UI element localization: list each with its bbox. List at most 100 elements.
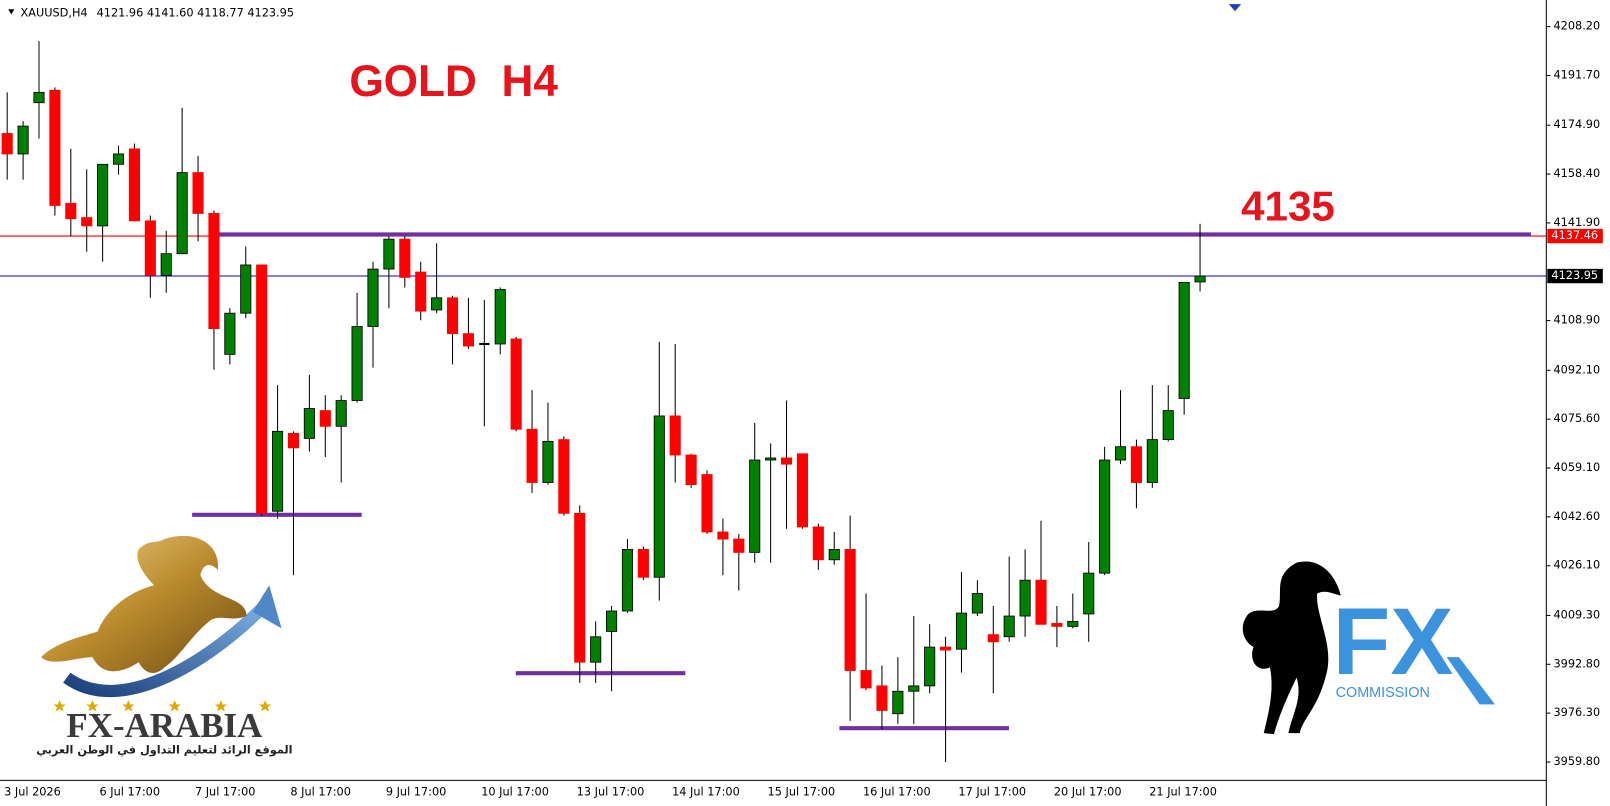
candle-body	[1019, 579, 1031, 617]
candle-body	[637, 549, 649, 578]
candle-body	[335, 400, 347, 427]
y-tick-label: 4075.60	[1553, 412, 1600, 425]
y-tick-label: 4191.70	[1553, 68, 1600, 81]
price-label-box	[1547, 268, 1603, 284]
x-tick-label: 20 Jul 17:00	[1054, 786, 1122, 799]
candle-body	[240, 264, 252, 314]
candle-body	[1146, 439, 1158, 483]
y-tick-label: 4042.60	[1553, 510, 1600, 523]
fx-commission-logo: FX COMMISSION	[1242, 561, 1495, 735]
logo-word: COMMISSION	[1336, 685, 1430, 701]
candle-body	[606, 610, 618, 632]
candle-body	[112, 153, 125, 165]
candle-body	[208, 213, 220, 330]
y-tick-label: 4009.30	[1553, 608, 1600, 621]
candle-body	[303, 408, 315, 439]
candle-body	[542, 440, 554, 483]
logo-tagline: الموقع الرائد لتعليم التداول في الوطن ال…	[36, 744, 292, 757]
candle-body	[685, 454, 697, 486]
y-tick-label: 4092.10	[1553, 363, 1600, 376]
candle-body	[17, 125, 29, 155]
candle-body	[192, 172, 204, 214]
candle-body	[49, 89, 61, 206]
candle-body	[526, 428, 538, 483]
candle-body	[415, 271, 427, 312]
x-tick-label: 9 Jul 17:00	[386, 786, 447, 799]
candle-body	[765, 457, 777, 461]
candle-body	[590, 636, 602, 663]
candle-body	[144, 220, 156, 276]
candle-body	[940, 646, 952, 651]
candle-body	[176, 172, 188, 255]
candle-body	[383, 238, 395, 270]
candle-body	[462, 333, 474, 347]
candle-body	[224, 312, 236, 355]
y-tick-label: 3992.80	[1553, 657, 1600, 670]
candle-body	[987, 634, 999, 643]
candle-body	[1178, 282, 1190, 399]
y-tick-label: 4158.40	[1553, 167, 1600, 180]
candle-body	[128, 148, 140, 222]
candle-body	[701, 474, 713, 533]
candle-body	[1130, 446, 1142, 483]
candle-body	[812, 526, 824, 561]
candle-body	[733, 538, 745, 553]
annotation: 4135	[1241, 183, 1335, 230]
candle-body	[65, 202, 77, 220]
y-tick-label: 4059.10	[1553, 461, 1600, 474]
candle-body	[924, 646, 936, 687]
logo-horse-silhouette	[1242, 561, 1341, 735]
candle-body	[1035, 579, 1047, 625]
candle-body	[1051, 623, 1063, 627]
candle-body	[574, 512, 586, 663]
y-tick-label: 3959.80	[1553, 755, 1600, 768]
x-tick-label: 7 Jul 17:00	[195, 786, 256, 799]
symbol-menu-icon[interactable]	[8, 9, 15, 15]
candle-body	[908, 685, 920, 692]
candle-body	[287, 432, 300, 449]
fx-arabia-logo: FX-ARABIA الموقع الرائد لتعليم التداول ف…	[36, 535, 293, 757]
candle-body	[876, 685, 888, 711]
candle-body	[97, 163, 109, 227]
candle-body	[351, 326, 363, 401]
candle-body	[33, 91, 45, 104]
candle-body	[653, 415, 665, 578]
candle-body	[892, 690, 904, 715]
candle-body	[1162, 410, 1174, 441]
x-tick-label: 3 Jul 2026	[4, 786, 61, 799]
candle-body	[860, 670, 872, 689]
y-tick-label: 4208.20	[1553, 20, 1600, 33]
candle-body	[81, 217, 93, 227]
candle-body	[256, 264, 268, 514]
candle-body	[621, 549, 634, 612]
candle-body	[844, 549, 856, 671]
logo-arrowhead	[252, 585, 282, 629]
candle-body	[796, 453, 808, 528]
candle-body	[272, 430, 284, 512]
y-tick-label: 4174.90	[1553, 118, 1600, 131]
candle-body	[558, 439, 570, 514]
x-tick-label: 17 Jul 17:00	[958, 786, 1026, 799]
price-label: 4123.95	[1551, 269, 1598, 282]
chart-title: GOLD H4	[349, 57, 558, 106]
candle-body	[510, 338, 522, 430]
logo-horse	[41, 535, 247, 673]
candle-body	[431, 297, 443, 311]
candle-body	[399, 238, 411, 278]
y-tick-label: 4141.90	[1553, 216, 1600, 229]
candle-body	[1114, 446, 1127, 461]
candle-body	[955, 612, 968, 650]
candle-body	[446, 297, 459, 335]
candle-body	[717, 531, 729, 540]
plot-area	[0, 41, 1547, 762]
x-tick-label: 21 Jul 17:00	[1149, 786, 1217, 799]
candle-body	[1083, 572, 1095, 615]
x-tick-label: 15 Jul 17:00	[768, 786, 836, 799]
logo-x-leg	[1446, 657, 1495, 705]
x-tick-label: 10 Jul 17:00	[481, 786, 549, 799]
x-tick-label: 6 Jul 17:00	[100, 786, 161, 799]
candle-body	[1067, 620, 1079, 627]
